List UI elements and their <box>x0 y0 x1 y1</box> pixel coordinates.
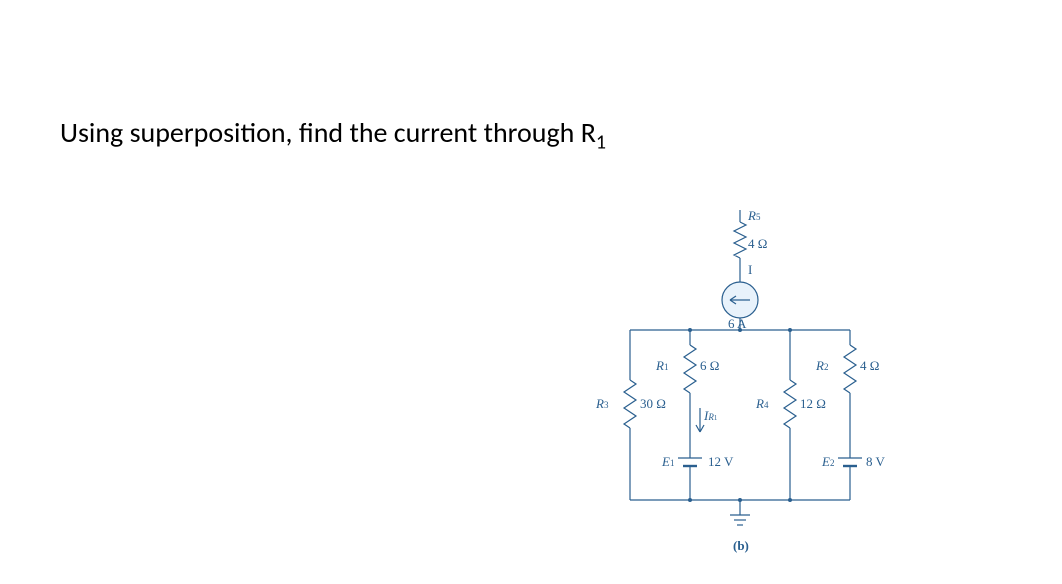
prompt-sub: 1 <box>596 131 606 155</box>
label-e1: E1 <box>662 454 674 470</box>
figure-caption: (b) <box>733 538 749 554</box>
label-r3: R3 <box>596 396 608 412</box>
label-e2-value: 8 V <box>866 454 885 470</box>
label-r4-value: 12 Ω <box>800 396 826 412</box>
label-r4: R4 <box>756 396 768 412</box>
circuit-svg <box>570 210 910 560</box>
circuit-diagram: R5 4 Ω I 6 A R1 6 Ω R2 4 Ω R3 30 Ω R4 12… <box>570 210 910 560</box>
label-r5-value: 4 Ω <box>748 236 767 252</box>
label-r1: R1 <box>656 358 668 374</box>
label-r5-name: R5 <box>748 208 760 224</box>
label-r2: R2 <box>816 358 828 374</box>
label-i: I <box>748 262 752 278</box>
label-r3-value: 30 Ω <box>640 396 666 412</box>
label-r1-value: 6 Ω <box>700 358 719 374</box>
prompt-pre: Using superposition, find the current th… <box>60 115 596 150</box>
label-r2-value: 4 Ω <box>860 358 879 374</box>
problem-text: Using superposition, find the current th… <box>60 115 606 155</box>
label-ir1: IR1 <box>704 408 717 424</box>
label-isrc: 6 A <box>728 316 746 332</box>
label-e1-value: 12 V <box>708 454 733 470</box>
label-e2: E2 <box>822 454 834 470</box>
